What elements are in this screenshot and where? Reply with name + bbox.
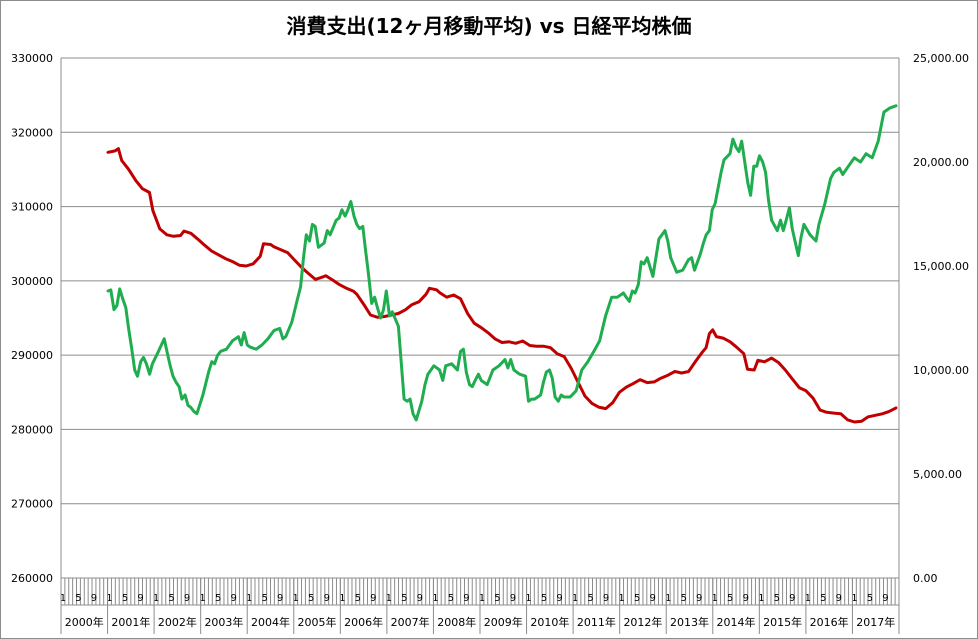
series-line-spending [106,147,898,424]
year-label: 2016年 [810,615,849,629]
month-tick-label: 9 [230,593,236,604]
chart-title: 消費支出(12ヶ月移動平均) vs 日経平均株価 [286,14,692,38]
month-tick-label: 5 [680,593,686,604]
month-tick-label: 9 [510,593,516,604]
month-tick-label: 5 [494,593,500,604]
left-tick-label: 310000 [11,201,53,214]
month-tick-label: 9 [463,593,469,604]
axes [60,58,900,579]
month-tick-label: 5 [727,593,733,604]
year-label: 2006年 [344,615,383,629]
right-tick-label: 0.00 [913,572,938,585]
right-tick-label: 15,000.00 [913,260,969,273]
left-tick-label: 280000 [11,423,53,436]
right-tick-label: 5,000.00 [913,468,962,481]
series-line-nikkei [106,104,898,422]
right-tick-label: 10,000.00 [913,364,969,377]
year-label: 2010年 [530,615,569,629]
left-tick-label: 320000 [11,126,53,139]
year-label: 2003年 [204,615,243,629]
month-tick-label: 5 [448,593,454,604]
grid-lines [61,57,899,579]
month-tick-label: 9 [184,593,190,604]
right-axis-tick-labels: 0.00 5,000.00 10,000.00 15,000.00 20,000.00 2… [913,52,969,585]
month-tick-label: 9 [696,593,702,604]
month-tick-label: 1 [712,593,718,604]
month-tick-label: 1 [106,593,112,604]
left-tick-label: 330000 [11,52,53,65]
year-label: 2017年 [856,615,895,629]
month-tick-label: 1 [851,593,857,604]
month-tick-label: 5 [774,593,780,604]
month-tick-label: 5 [215,593,221,604]
year-label: 2008年 [437,615,476,629]
month-tick-label: 5 [168,593,174,604]
month-tick-label: 5 [867,593,873,604]
right-tick-label: 20,000.00 [913,156,969,169]
month-tick-label: 5 [820,593,826,604]
month-tick-label: 9 [836,593,842,604]
month-tick-label: 1 [618,593,624,604]
month-tick-label: 1 [386,593,392,604]
month-tick-label: 1 [246,593,252,604]
year-label: 2002年 [158,615,197,629]
left-axis-tick-labels: 260000 270000 280000 290000 300000 310000 3200… [11,52,53,585]
month-tick-label: 9 [743,593,749,604]
year-label: 2009年 [484,615,523,629]
month-tick-label: 9 [137,593,143,604]
left-tick-label: 260000 [11,572,53,585]
month-tick-label: 1 [153,593,159,604]
month-tick-label: 1 [339,593,345,604]
right-tick-label: 25,000.00 [913,52,969,65]
month-tick-label: 1 [758,593,764,604]
left-tick-label: 290000 [11,349,53,362]
year-label: 2011年 [577,615,616,629]
month-tick-label: 5 [261,593,267,604]
month-tick-label: 9 [277,593,283,604]
month-tick-label: 9 [324,593,330,604]
year-label: 2015年 [763,615,802,629]
month-tick-label: 1 [525,593,531,604]
month-tick-label: 9 [91,593,97,604]
year-label: 2007年 [391,615,430,629]
month-tick-label: 9 [556,593,562,604]
month-tick-label: 5 [75,593,81,604]
month-tick-label: 5 [401,593,407,604]
month-tick-label: 9 [789,593,795,604]
month-tick-label: 5 [587,593,593,604]
year-label: 2001年 [111,615,150,629]
month-tick-label: 1 [199,593,205,604]
left-tick-label: 300000 [11,275,53,288]
month-tick-label: 1 [805,593,811,604]
year-label: 2012年 [623,615,662,629]
month-tick-label: 5 [634,593,640,604]
month-tick-label: 1 [60,593,66,604]
month-tick-label: 1 [432,593,438,604]
month-tick-label: 5 [355,593,361,604]
month-tick-label: 9 [417,593,423,604]
year-label: 2013年 [670,615,709,629]
series-lines [106,104,898,424]
month-tick-label: 1 [665,593,671,604]
left-tick-label: 270000 [11,498,53,511]
year-label: 2014年 [717,615,756,629]
month-tick-label: 9 [370,593,376,604]
month-tick-label: 1 [479,593,485,604]
month-tick-label: 5 [122,593,128,604]
month-tick-label: 1 [572,593,578,604]
year-label: 2005年 [298,615,337,629]
month-tick-label: 5 [308,593,314,604]
month-tick-label: 9 [882,593,888,604]
month-tick-label: 9 [603,593,609,604]
year-label: 2000年 [65,615,104,629]
month-tick-label: 9 [649,593,655,604]
year-label: 2004年 [251,615,290,629]
month-tick-label: 1 [293,593,299,604]
month-tick-label: 5 [541,593,547,604]
